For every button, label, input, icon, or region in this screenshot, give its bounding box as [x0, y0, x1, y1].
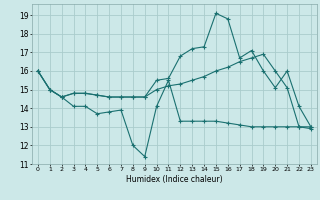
X-axis label: Humidex (Indice chaleur): Humidex (Indice chaleur) [126, 175, 223, 184]
